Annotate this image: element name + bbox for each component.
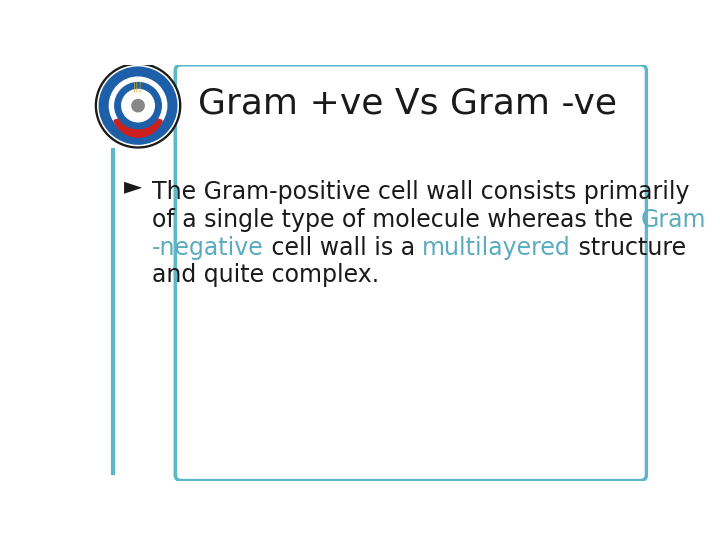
Text: -negative: -negative bbox=[152, 236, 264, 260]
Text: ►: ► bbox=[124, 174, 142, 198]
Text: of a single type of molecule whereas the: of a single type of molecule whereas the bbox=[152, 208, 641, 232]
FancyBboxPatch shape bbox=[175, 65, 647, 481]
Circle shape bbox=[98, 65, 179, 146]
Text: The Gram-positive cell wall consists primarily: The Gram-positive cell wall consists pri… bbox=[152, 180, 690, 204]
Circle shape bbox=[122, 90, 154, 122]
Text: multilayered: multilayered bbox=[423, 236, 571, 260]
Text: cell wall is a: cell wall is a bbox=[264, 236, 423, 260]
Wedge shape bbox=[114, 112, 162, 137]
Text: Gram +ve Vs Gram -ve: Gram +ve Vs Gram -ve bbox=[198, 86, 617, 120]
Circle shape bbox=[114, 83, 161, 129]
Text: |||: ||| bbox=[133, 81, 143, 92]
Circle shape bbox=[109, 77, 167, 134]
Text: Gram: Gram bbox=[641, 208, 706, 232]
Circle shape bbox=[96, 63, 181, 148]
Text: structure: structure bbox=[571, 236, 686, 260]
Circle shape bbox=[132, 99, 144, 112]
Text: and quite complex.: and quite complex. bbox=[152, 264, 379, 287]
Circle shape bbox=[99, 67, 177, 144]
